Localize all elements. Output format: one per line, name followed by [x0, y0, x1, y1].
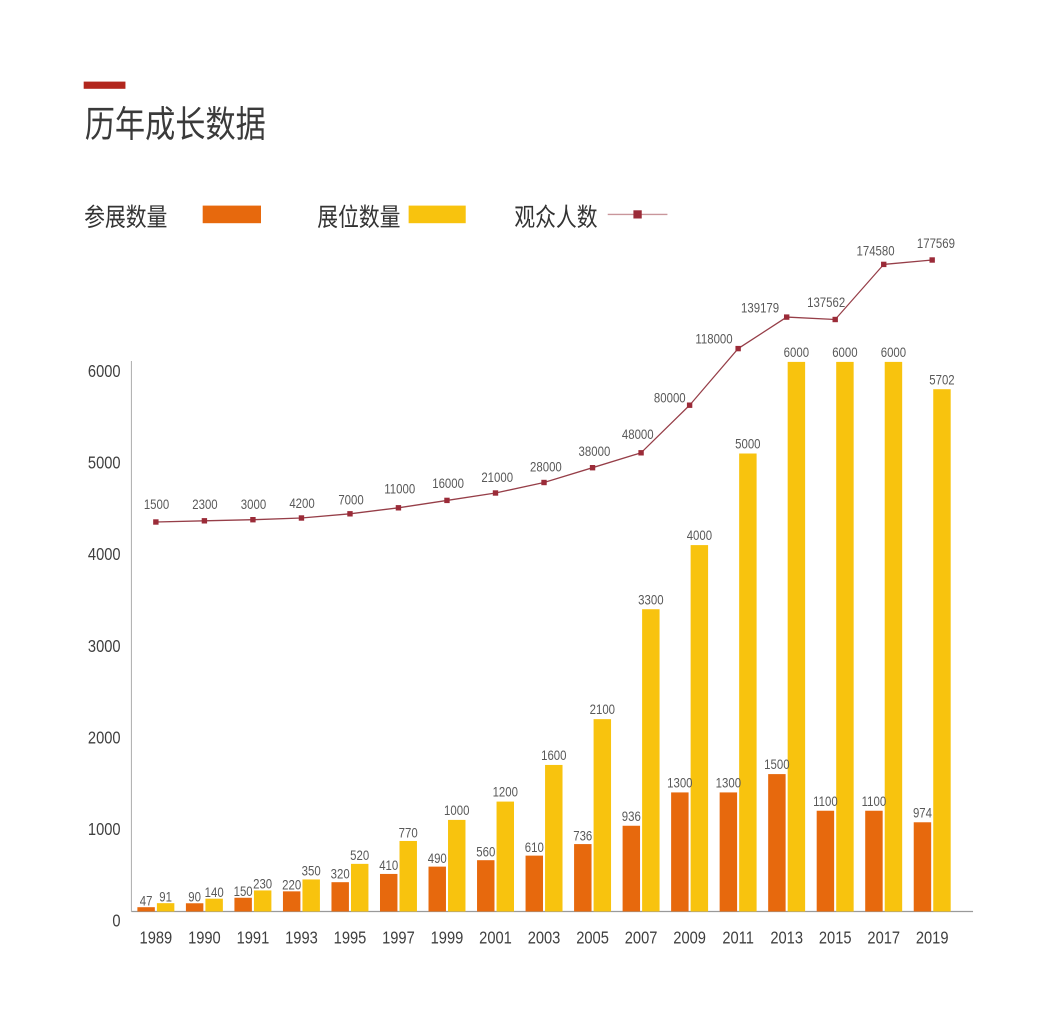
svg-text:520: 520	[350, 847, 369, 863]
svg-text:770: 770	[399, 824, 418, 840]
svg-text:90: 90	[188, 888, 201, 904]
svg-text:21000: 21000	[481, 469, 513, 485]
svg-text:174580: 174580	[857, 242, 895, 258]
svg-text:2011: 2011	[722, 928, 754, 948]
svg-text:1200: 1200	[493, 784, 518, 800]
svg-text:150: 150	[234, 883, 253, 899]
svg-text:0: 0	[112, 911, 120, 931]
svg-text:140: 140	[205, 884, 224, 900]
svg-text:4200: 4200	[289, 495, 314, 511]
svg-text:1600: 1600	[541, 747, 566, 763]
svg-text:410: 410	[379, 857, 398, 873]
svg-text:2013: 2013	[770, 928, 803, 948]
svg-text:6000: 6000	[881, 344, 906, 360]
svg-text:5000: 5000	[735, 435, 760, 451]
svg-text:1000: 1000	[444, 802, 469, 818]
svg-text:2005: 2005	[576, 928, 609, 948]
svg-text:6000: 6000	[784, 344, 809, 360]
svg-text:1500: 1500	[144, 496, 169, 512]
svg-text:490: 490	[428, 850, 447, 866]
svg-text:2019: 2019	[916, 928, 949, 948]
svg-text:350: 350	[302, 863, 321, 879]
svg-text:3000: 3000	[88, 636, 121, 656]
svg-text:1997: 1997	[382, 928, 415, 948]
svg-text:1300: 1300	[667, 774, 692, 790]
svg-text:1500: 1500	[764, 756, 789, 772]
svg-text:1989: 1989	[140, 928, 173, 948]
svg-text:3300: 3300	[638, 591, 663, 607]
svg-text:610: 610	[525, 839, 544, 855]
svg-text:80000: 80000	[654, 389, 686, 405]
svg-text:118000: 118000	[695, 330, 732, 346]
svg-text:6000: 6000	[832, 344, 857, 360]
svg-text:177569: 177569	[917, 235, 955, 251]
svg-text:1300: 1300	[716, 774, 741, 790]
svg-text:4000: 4000	[687, 527, 712, 543]
svg-text:5702: 5702	[929, 371, 954, 387]
svg-text:2009: 2009	[673, 928, 706, 948]
svg-text:1100: 1100	[813, 793, 838, 809]
svg-text:2300: 2300	[192, 496, 217, 512]
svg-text:1991: 1991	[237, 928, 270, 948]
svg-text:38000: 38000	[579, 443, 611, 459]
svg-text:2015: 2015	[819, 928, 852, 948]
svg-text:1995: 1995	[334, 928, 367, 948]
svg-text:1100: 1100	[862, 793, 887, 809]
svg-text:230: 230	[253, 876, 272, 892]
svg-text:4000: 4000	[88, 545, 121, 565]
svg-text:91: 91	[159, 888, 172, 904]
svg-text:1000: 1000	[88, 820, 121, 840]
svg-text:28000: 28000	[530, 458, 562, 474]
svg-text:1999: 1999	[431, 928, 464, 948]
svg-text:16000: 16000	[432, 475, 464, 491]
svg-text:2100: 2100	[590, 701, 615, 717]
svg-text:139179: 139179	[741, 299, 779, 315]
svg-text:2017: 2017	[867, 928, 900, 948]
svg-text:2000: 2000	[88, 728, 121, 748]
svg-text:2003: 2003	[528, 928, 561, 948]
svg-text:2007: 2007	[625, 928, 658, 948]
svg-text:47: 47	[140, 892, 153, 908]
svg-text:6000: 6000	[88, 362, 121, 382]
svg-text:320: 320	[331, 865, 350, 881]
svg-text:5000: 5000	[88, 453, 121, 473]
svg-text:137562: 137562	[807, 294, 845, 310]
svg-text:3000: 3000	[241, 496, 266, 512]
svg-text:48000: 48000	[622, 426, 654, 442]
svg-text:974: 974	[913, 804, 932, 820]
svg-text:11000: 11000	[384, 480, 415, 496]
svg-text:936: 936	[622, 808, 641, 824]
svg-text:1990: 1990	[188, 928, 221, 948]
svg-text:736: 736	[573, 827, 592, 843]
svg-text:2001: 2001	[479, 928, 512, 948]
svg-text:1993: 1993	[285, 928, 318, 948]
svg-text:560: 560	[476, 843, 495, 859]
svg-text:7000: 7000	[338, 491, 363, 507]
svg-text:220: 220	[282, 876, 301, 892]
